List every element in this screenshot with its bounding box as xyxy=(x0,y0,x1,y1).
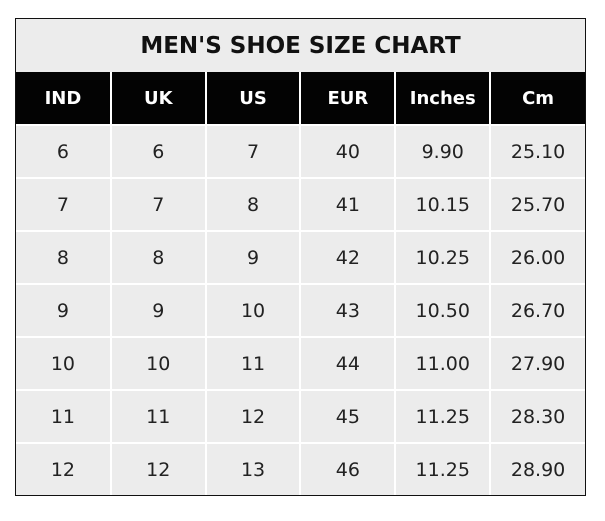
table-cell: 10.15 xyxy=(394,177,491,231)
column-header: EUR xyxy=(299,72,396,125)
column-header: Cm xyxy=(489,72,585,125)
header-row: IND UK US EUR Inches Cm xyxy=(16,72,585,125)
table-cell: 10.50 xyxy=(394,283,491,337)
table-row: 6 6 7 40 9.90 25.10 xyxy=(16,124,585,178)
table-cell: 11.25 xyxy=(394,389,491,443)
table-cell: 9.90 xyxy=(394,124,491,178)
table-row: 11 11 12 45 11.25 28.30 xyxy=(16,389,585,443)
table-cell: 25.70 xyxy=(489,177,585,231)
table-row: 7 7 8 41 10.15 25.70 xyxy=(16,177,585,231)
column-header: IND xyxy=(16,72,111,125)
table-cell: 11 xyxy=(16,389,111,443)
column-header: US xyxy=(204,72,301,125)
table-cell: 7 xyxy=(204,124,301,178)
table-cell: 7 xyxy=(16,177,111,231)
table-cell: 25.10 xyxy=(489,124,585,178)
size-chart: MEN'S SHOE SIZE CHART IND UK US EUR Inches Cm… xyxy=(15,18,586,496)
table-cell: 11.25 xyxy=(394,442,491,495)
table-cell: 10 xyxy=(204,283,301,337)
table-cell: 10 xyxy=(16,336,111,390)
table-cell: 9 xyxy=(204,230,301,284)
table-cell: 28.30 xyxy=(489,389,585,443)
table-cell: 11.00 xyxy=(394,336,491,390)
table-cell: 13 xyxy=(204,442,301,495)
column-header: Inches xyxy=(394,72,491,125)
table-cell: 41 xyxy=(299,177,396,231)
column-header: UK xyxy=(109,72,206,125)
table-row: 10 10 11 44 11.00 27.90 xyxy=(16,336,585,390)
table-body: 6 6 7 40 9.90 25.10 7 7 8 41 10.15 25.70 8 8 9 42 10.25 2… xyxy=(16,124,585,495)
table-cell: 10 xyxy=(109,336,206,390)
table-cell: 8 xyxy=(204,177,301,231)
table-cell: 7 xyxy=(109,177,206,231)
table-cell: 46 xyxy=(299,442,396,495)
table-cell: 26.00 xyxy=(489,230,585,284)
table-cell: 6 xyxy=(16,124,111,178)
table-cell: 27.90 xyxy=(489,336,585,390)
table-cell: 28.90 xyxy=(489,442,585,495)
table-row: 12 12 13 46 11.25 28.90 xyxy=(16,442,585,495)
table-cell: 12 xyxy=(109,442,206,495)
table-cell: 11 xyxy=(109,389,206,443)
size-table: MEN'S SHOE SIZE CHART IND UK US EUR Inches Cm… xyxy=(16,19,585,495)
table-cell: 10.25 xyxy=(394,230,491,284)
table-row: 8 8 9 42 10.25 26.00 xyxy=(16,230,585,284)
table-cell: 11 xyxy=(204,336,301,390)
table-cell: 8 xyxy=(16,230,111,284)
table-cell: 40 xyxy=(299,124,396,178)
table-cell: 42 xyxy=(299,230,396,284)
table-cell: 9 xyxy=(16,283,111,337)
table-cell: 44 xyxy=(299,336,396,390)
table-cell: 12 xyxy=(204,389,301,443)
table-cell: 8 xyxy=(109,230,206,284)
table-cell: 26.70 xyxy=(489,283,585,337)
table-cell: 12 xyxy=(16,442,111,495)
table-cell: 6 xyxy=(109,124,206,178)
chart-title: MEN'S SHOE SIZE CHART xyxy=(16,19,585,72)
table-cell: 9 xyxy=(109,283,206,337)
table-row: 9 9 10 43 10.50 26.70 xyxy=(16,283,585,337)
table-cell: 43 xyxy=(299,283,396,337)
table-cell: 45 xyxy=(299,389,396,443)
